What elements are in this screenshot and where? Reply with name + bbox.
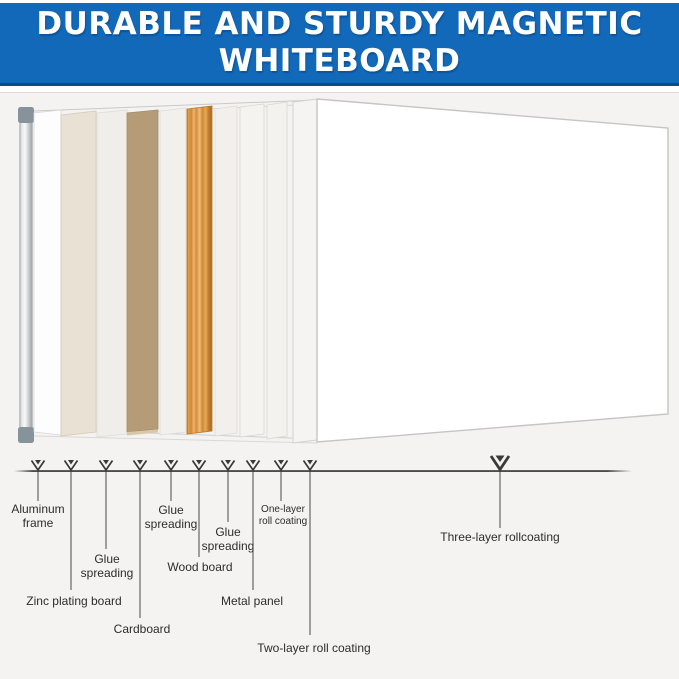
pointer-arrow-aluminum-frame bbox=[30, 460, 46, 472]
layer-zinc-plating-board bbox=[60, 110, 97, 437]
pointer-arrow-wood-board bbox=[191, 460, 207, 472]
title-line-2: WHITEBOARD bbox=[218, 43, 461, 79]
layer-aluminum-frame-bar bbox=[19, 108, 33, 442]
layer-glue-spreading-1 bbox=[96, 109, 128, 438]
pointer-arrow-one-layer-roll-coating bbox=[273, 460, 289, 472]
pointer-arrows-group bbox=[30, 455, 511, 635]
pointer-arrow-tip-glue-spreading-3 bbox=[225, 460, 231, 465]
frame-bottom-rail-inner bbox=[33, 435, 318, 444]
pointer-arrow-tip-one-layer-roll-coating bbox=[278, 460, 284, 465]
layer-two-layer-roll-coating bbox=[292, 98, 318, 444]
layer-wood-board bbox=[186, 105, 213, 435]
pointer-arrow-glue-spreading-2 bbox=[163, 460, 179, 472]
aluminum-frame-corner-cap-bottom bbox=[18, 427, 34, 443]
title-line-1: DURABLE AND STURDY MAGNETIC bbox=[36, 6, 643, 42]
diagram-stage: Aluminum frame Zinc plating board Glue spr… bbox=[0, 92, 679, 679]
pointer-arrow-zinc-plating-board bbox=[63, 460, 79, 472]
exploded-layers-diagram bbox=[14, 98, 669, 635]
pointer-arrow-cardboard bbox=[132, 460, 148, 472]
layer-cardboard-bottom-edge bbox=[127, 429, 158, 436]
pointer-arrow-three-layer-rollcoating bbox=[489, 455, 511, 473]
pointer-arrow-tip-glue-spreading-1 bbox=[103, 460, 109, 465]
layer-cardboard bbox=[126, 109, 159, 433]
layer-whiteboard-panel bbox=[316, 98, 669, 443]
pointer-arrow-tip-glue-spreading-2 bbox=[168, 460, 174, 465]
title-banner: DURABLE AND STURDY MAGNETIC WHITEBOARD bbox=[0, 3, 679, 86]
layer-glue-spreading-3 bbox=[214, 105, 238, 437]
frame-top-rail-outer bbox=[33, 99, 318, 112]
annotation-baseline bbox=[14, 470, 632, 472]
pointer-arrow-glue-spreading-3 bbox=[220, 460, 236, 472]
pointer-arrow-tip-zinc-plating-board bbox=[68, 460, 74, 465]
layer-frame-board bbox=[33, 109, 62, 436]
pointer-arrow-tip-three-layer-rollcoating bbox=[495, 455, 505, 462]
pointer-arrow-tip-wood-board bbox=[196, 460, 202, 465]
pointer-arrow-two-layer-roll-coating bbox=[302, 460, 318, 472]
pointer-arrow-tip-aluminum-frame bbox=[35, 460, 41, 465]
pointer-arrow-tip-metal-panel bbox=[250, 460, 256, 465]
pointer-arrow-glue-spreading-1 bbox=[98, 460, 114, 472]
layer-metal-panel bbox=[239, 103, 265, 438]
aluminum-frame-corner-cap-top bbox=[18, 107, 34, 123]
page-title: DURABLE AND STURDY MAGNETIC WHITEBOARD bbox=[36, 6, 642, 80]
pointer-arrow-tip-two-layer-roll-coating bbox=[307, 460, 313, 465]
pointer-arrow-metal-panel bbox=[245, 460, 261, 472]
pointer-arrow-tip-cardboard bbox=[137, 460, 143, 465]
layer-glue-spreading-2 bbox=[159, 107, 187, 436]
layer-one-layer-roll-coating bbox=[266, 101, 288, 440]
